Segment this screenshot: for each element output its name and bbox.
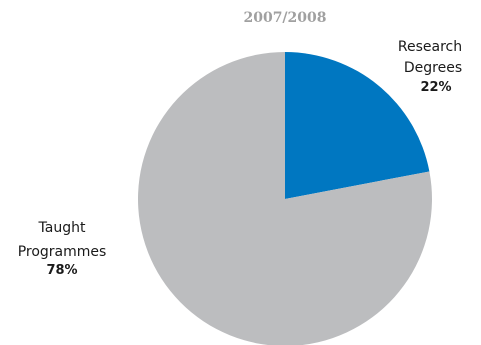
slice-value-taught: 78% <box>46 263 77 278</box>
slice-label-taught-line1: Taught <box>38 220 86 236</box>
slice-label-taught-line2: Programmes <box>18 244 107 260</box>
pie-slice-taught-programmes <box>138 52 432 345</box>
slice-label-research-line2: Degrees <box>404 60 462 76</box>
slice-label-research-line1: Research <box>398 39 462 55</box>
slice-value-research: 22% <box>420 80 451 95</box>
chart-title: 2007/2008 <box>243 10 326 26</box>
pie-slice-research-degrees <box>285 52 430 199</box>
